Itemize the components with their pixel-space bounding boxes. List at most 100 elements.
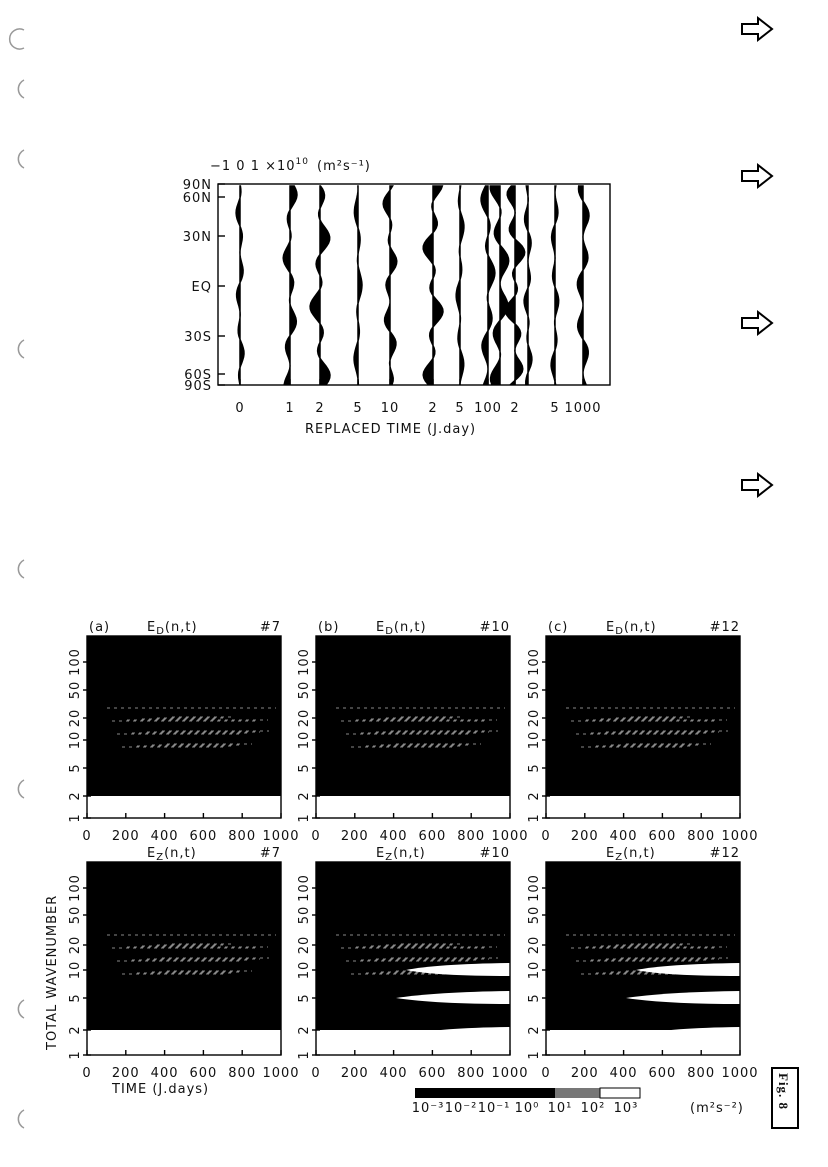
x-tick-label: 600: [418, 1066, 446, 1081]
frame: [86, 861, 282, 1056]
y-tick-label: 10: [68, 961, 83, 980]
y-tick-label: 2: [68, 1025, 83, 1034]
y-tick-label: 5: [297, 993, 312, 1002]
subscript: D: [615, 626, 624, 637]
panel-title: (c) ED(n,t): [548, 620, 657, 637]
x-tick-label: 600: [189, 829, 217, 844]
run-label: #12: [710, 620, 740, 635]
wiggle-trace: [480, 185, 496, 385]
scale-unit: (m²s⁻¹): [317, 159, 371, 174]
x-label: 0: [235, 401, 244, 416]
x-tick-label: 600: [648, 829, 676, 844]
colorbar-label: 10⁰: [515, 1101, 540, 1116]
subscript: D: [385, 626, 394, 637]
x-label: 2: [315, 401, 324, 416]
x-tick-label: 1000: [491, 829, 528, 844]
wiggle-trace: [353, 185, 363, 385]
y-tick-label: 1: [297, 1050, 312, 1059]
wiggle-trace: [504, 185, 526, 385]
x-tick-label: 200: [112, 1066, 140, 1081]
x-tick-label: 600: [189, 1066, 217, 1081]
x-tick-label: 400: [151, 829, 179, 844]
colorbar: [415, 1087, 641, 1099]
colorbar-labels: 10⁻³ 10⁻² 10⁻¹ 10⁰ 10¹ 10² 10³: [412, 1101, 639, 1116]
y-tick-label: 20: [297, 936, 312, 955]
args: (n,t): [164, 846, 197, 861]
x-tick-label: 400: [151, 1066, 179, 1081]
x-tick-label: 400: [610, 1066, 638, 1081]
panel-title: EZ(n,t): [376, 846, 426, 863]
x-tick-label: 600: [648, 1066, 676, 1081]
panel-title: EZ(n,t): [606, 846, 656, 863]
y-tick-label: 10: [297, 731, 312, 750]
wiggle-trace: [576, 185, 590, 385]
x-tick-label: 200: [571, 1066, 599, 1081]
x-title: TIME (J.days): [111, 1082, 209, 1097]
x-label: 5: [550, 401, 559, 416]
spectrum-band: [636, 963, 740, 976]
wiggle-trace: [235, 185, 245, 385]
symbol: E: [376, 846, 385, 861]
y-tick-label: 2: [68, 791, 83, 800]
y-tick-label: 20: [297, 709, 312, 728]
panel-label: (c): [548, 620, 568, 635]
run-label: #10: [480, 846, 510, 861]
y-tick-label: 5: [68, 763, 83, 772]
x-tick-label: 200: [112, 829, 140, 844]
args: (n,t): [393, 846, 426, 861]
y-tick-label: 1: [68, 813, 83, 822]
subscript: Z: [156, 852, 164, 863]
colorbar-label: 10⁻³: [412, 1101, 445, 1116]
x-tick-label: 0: [311, 1066, 320, 1081]
x-tick-label: 800: [457, 1066, 485, 1081]
frame: [545, 635, 741, 819]
y-tick-label: 50: [68, 681, 83, 700]
y-tick-label: 5: [297, 763, 312, 772]
wiggle-trace: [422, 185, 444, 385]
x-label: 1000: [564, 401, 601, 416]
frame: [315, 861, 511, 1056]
x-label: 100: [474, 401, 502, 416]
fig-label: Fig. 8: [776, 1073, 791, 1110]
y-tick-label: 10: [527, 731, 542, 750]
x-label: 2: [510, 401, 519, 416]
y-label: 60S: [184, 368, 212, 383]
y-tick-label: 1: [527, 1050, 542, 1059]
y-label: EQ: [192, 280, 212, 295]
y-tick-label: 5: [68, 993, 83, 1002]
y-tick-label: 100: [527, 874, 542, 902]
x-title: REPLACED TIME (J.day): [305, 422, 476, 437]
x-tick-label: 800: [228, 829, 256, 844]
scale-exponent: 10: [296, 157, 309, 167]
spectrum: [316, 636, 510, 796]
wiggle-trace: [382, 185, 398, 385]
wiggle-trace: [309, 185, 331, 385]
run-label: #7: [260, 846, 281, 861]
colorbar-label: 10²: [581, 1101, 606, 1116]
colorbar-label: 10³: [614, 1101, 639, 1116]
y-tick-label: 50: [297, 681, 312, 700]
top-figure: −1 0 1 ×1010 (m²s⁻¹) REPLACED TIME (J.day…: [183, 157, 611, 437]
x-tick-label: 1000: [262, 1066, 299, 1081]
spectrum-band: [626, 991, 740, 1004]
y-tick-label: 100: [297, 648, 312, 676]
args: (n,t): [165, 620, 198, 635]
y-label: 60N: [183, 191, 212, 206]
y-label: 30N: [183, 230, 212, 245]
x-label: 1: [285, 401, 294, 416]
colorbar-label: 10⁻¹: [478, 1101, 511, 1116]
y-tick-label: 20: [68, 709, 83, 728]
colorbar-unit: (m²s⁻²): [690, 1101, 744, 1116]
subscript: D: [156, 626, 165, 637]
spectrum: [546, 636, 740, 796]
run-label: #7: [260, 620, 281, 635]
frame: [545, 861, 741, 1056]
args: (n,t): [624, 620, 657, 635]
panel-title: EZ(n,t): [147, 846, 197, 863]
wiggle-trace: [550, 185, 560, 385]
y-tick-label: 10: [527, 961, 542, 980]
